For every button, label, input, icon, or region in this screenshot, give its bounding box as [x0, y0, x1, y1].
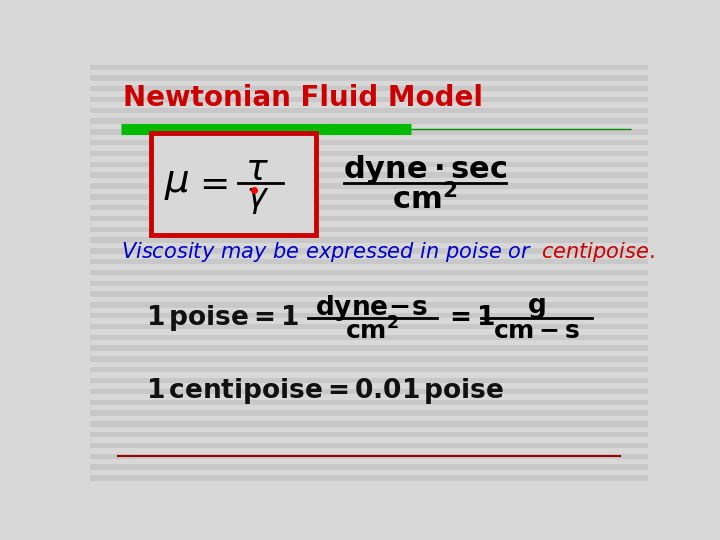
- Bar: [90, 281, 648, 286]
- Bar: [90, 410, 648, 416]
- Bar: [90, 97, 648, 102]
- Bar: [90, 443, 648, 448]
- Bar: [90, 64, 648, 70]
- Text: $\mu$: $\mu$: [163, 165, 189, 202]
- Bar: [90, 107, 648, 113]
- Bar: [90, 421, 648, 427]
- Text: $\it{centipoise.}$: $\it{centipoise.}$: [541, 240, 654, 264]
- Bar: [90, 454, 648, 459]
- Bar: [90, 118, 648, 124]
- Bar: [90, 151, 648, 156]
- Bar: [90, 161, 648, 167]
- Bar: [90, 194, 648, 199]
- Text: $\mathbf{dyne \bullet sec}$: $\mathbf{dyne \bullet sec}$: [343, 153, 507, 186]
- Bar: [90, 227, 648, 232]
- Bar: [90, 140, 648, 145]
- Text: $\mathbf{dyne\!-\!s}$: $\mathbf{dyne\!-\!s}$: [315, 293, 428, 323]
- Bar: [90, 313, 648, 319]
- Text: Newtonian Fluid Model: Newtonian Fluid Model: [124, 84, 484, 112]
- FancyBboxPatch shape: [151, 133, 316, 235]
- Bar: [90, 270, 648, 275]
- Text: $=$: $=$: [192, 166, 228, 200]
- Bar: [90, 75, 648, 80]
- Bar: [90, 335, 648, 340]
- Bar: [90, 86, 648, 91]
- Bar: [90, 129, 648, 134]
- Bar: [90, 292, 648, 297]
- Text: $\it{Viscosity\ may\ be\ expressed\ in\ poise\ or\ }$: $\it{Viscosity\ may\ be\ expressed\ in\ …: [121, 240, 532, 264]
- Text: $\mathbf{g}$: $\mathbf{g}$: [527, 295, 546, 321]
- Bar: [90, 205, 648, 210]
- Bar: [90, 302, 648, 308]
- Bar: [90, 346, 648, 351]
- Bar: [90, 475, 648, 481]
- Text: $\gamma$: $\gamma$: [246, 184, 269, 217]
- Text: $\mathbf{1\,poise = 1}$: $\mathbf{1\,poise = 1}$: [145, 303, 299, 333]
- Bar: [90, 356, 648, 362]
- Bar: [90, 378, 648, 383]
- Bar: [90, 432, 648, 437]
- Text: $\mathbf{cm - s}$: $\mathbf{cm - s}$: [492, 319, 580, 343]
- Bar: [90, 216, 648, 221]
- Bar: [90, 259, 648, 265]
- Text: $\mathbf{= 1}$: $\mathbf{= 1}$: [444, 306, 495, 332]
- Bar: [90, 400, 648, 405]
- Bar: [90, 324, 648, 329]
- Text: $\mathbf{cm^2}$: $\mathbf{cm^2}$: [345, 318, 399, 345]
- Text: $\tau$: $\tau$: [246, 153, 269, 187]
- Text: $\mathbf{cm^2}$: $\mathbf{cm^2}$: [392, 183, 457, 215]
- Bar: [90, 248, 648, 254]
- Bar: [90, 464, 648, 470]
- Text: $\mathbf{1\,centipoise = 0.01\,poise}$: $\mathbf{1\,centipoise = 0.01\,poise}$: [145, 376, 504, 406]
- Bar: [90, 238, 648, 243]
- Bar: [90, 172, 648, 178]
- Bar: [90, 367, 648, 373]
- Bar: [90, 389, 648, 394]
- Bar: [90, 183, 648, 188]
